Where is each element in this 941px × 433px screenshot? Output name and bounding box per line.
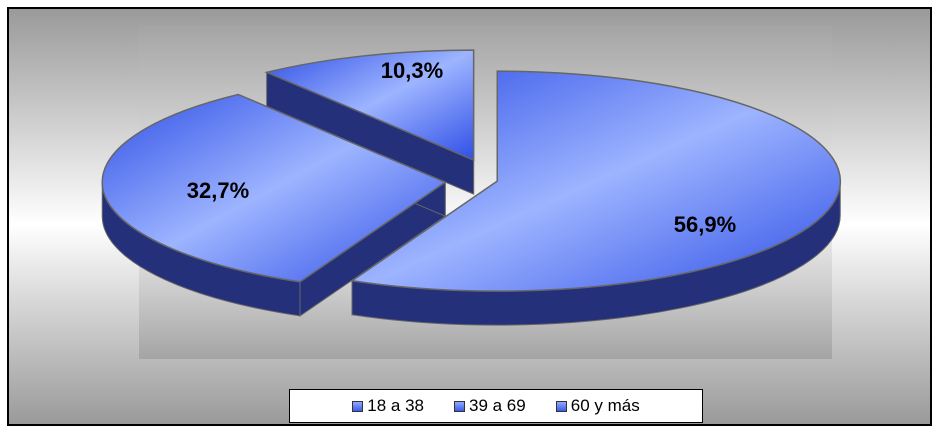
legend-label: 39 a 69 [469,396,526,415]
pie-slice-1 [101,93,447,317]
pie-slice-top [101,93,447,283]
data-label-0: 56,9% [674,212,736,237]
data-label-2: 10,3% [381,58,443,83]
legend-swatch [352,400,364,412]
legend-item-0: 18 a 38 [352,396,424,416]
legend-swatch [454,400,465,412]
legend-label: 60 y más [570,396,640,415]
chart-legend: 18 a 38 39 a 69 60 y más [289,389,703,423]
pie-slice-top [350,70,841,292]
legend-label: 18 a 38 [367,396,424,415]
legend-swatch [555,400,567,412]
data-label-1: 32,7% [187,178,249,203]
pie-slice-2 [264,49,475,195]
pie-slice-top [264,49,475,162]
pie-slice-0 [350,70,841,326]
legend-item-2: 60 y más [555,396,640,416]
legend-item-1: 39 a 69 [454,396,526,416]
